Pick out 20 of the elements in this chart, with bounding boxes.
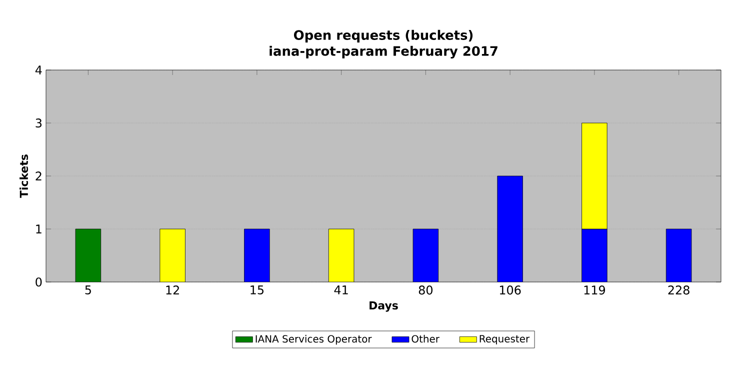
x-tick-label: 15	[250, 286, 264, 294]
y-tick-label: 0	[36, 277, 42, 287]
y-tick-label: 4	[35, 66, 42, 74]
y-axis-title: Tickets	[20, 154, 28, 198]
x-tick-label: 228	[668, 286, 690, 295]
legend-label: IANA Services Operator	[256, 334, 372, 345]
legend-label: Other	[412, 334, 440, 343]
legend-label: Requester	[480, 335, 530, 344]
y-tick-label: 3	[36, 118, 42, 128]
x-tick-label: 106	[500, 286, 521, 295]
x-tick-label: 12	[166, 286, 179, 294]
chart-subtitle: iana-prot-param February 2017	[270, 46, 498, 59]
x-tick-label: 41	[334, 286, 348, 294]
x-tick-label: 5	[85, 286, 91, 294]
x-axis-title: Days	[370, 301, 398, 312]
y-tick-label: 2	[36, 172, 42, 180]
y-tick-label: 1	[36, 224, 42, 234]
chart-title: Open requests (buckets)	[294, 30, 473, 42]
x-tick-label: 80	[418, 286, 432, 295]
x-tick-label: 119	[584, 286, 606, 295]
